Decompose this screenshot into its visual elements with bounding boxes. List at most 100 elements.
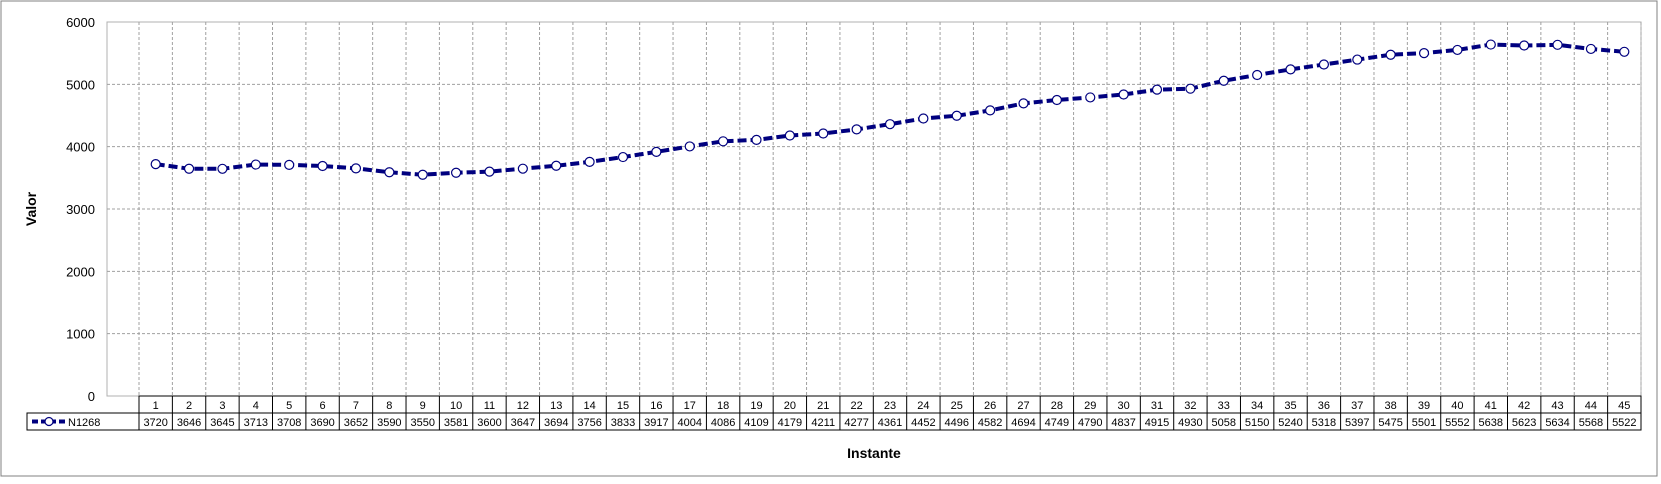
x-tick-label: 12 [517,400,529,412]
data-label: 3645 [210,417,234,429]
data-point [784,130,795,141]
x-tick-label: 37 [1351,400,1363,412]
data-point [884,119,896,130]
data-point [1051,94,1062,106]
data-label: 3694 [544,417,568,429]
data-point [951,110,962,121]
x-tick-label: 42 [1518,400,1530,412]
y-tick-label: 1000 [66,327,95,342]
data-label: 4452 [911,417,935,429]
data-point [484,166,495,177]
data-label: 5318 [1312,417,1336,429]
data-label: 4694 [1011,417,1035,429]
data-point [450,167,462,178]
x-tick-label: 15 [617,400,629,412]
data-point [1552,39,1563,50]
y-tick-label: 4000 [66,140,95,155]
x-tick-label: 41 [1485,400,1497,412]
x-tick-label: 11 [484,400,495,412]
data-label: 3652 [344,417,368,429]
data-label: 5522 [1612,417,1636,429]
data-label: 4930 [1178,417,1202,429]
data-label: 4582 [978,417,1002,429]
legend-label: N1268 [68,417,100,429]
data-point [317,160,328,172]
data-label: 3600 [477,417,501,429]
data-label: 3917 [644,417,668,429]
data-point [1218,75,1229,86]
data-point [417,169,428,180]
data-point [1118,89,1129,100]
x-tick-label: 1 [153,400,159,412]
data-point [851,124,862,135]
y-tick-label: 2000 [66,264,95,279]
data-label: 5623 [1512,417,1536,429]
data-point [284,159,295,170]
data-point [1285,64,1296,75]
x-tick-label: 25 [951,400,963,412]
y-tick-label: 3000 [66,202,95,217]
x-tick-label: 29 [1084,400,1096,412]
data-label: 3708 [277,417,301,429]
data-point [1452,44,1463,56]
x-axis-label: Instante [847,445,901,461]
x-tick-label: 33 [1218,400,1230,412]
data-point [1085,92,1096,103]
data-label: 3690 [310,417,334,429]
data-label: 4179 [778,417,802,429]
data-label: 5501 [1412,417,1436,429]
data-label: 5634 [1545,417,1569,429]
x-tick-label: 13 [550,400,562,412]
data-label: 4109 [744,417,768,429]
data-label: 4790 [1078,417,1102,429]
data-label: 4749 [1045,417,1069,429]
data-point [250,159,261,170]
y-tick-label: 0 [88,389,95,404]
x-tick-label: 30 [1118,400,1130,412]
x-tick-label: 40 [1451,400,1463,412]
x-tick-label: 21 [817,400,829,412]
data-label: 4086 [711,417,735,429]
x-tick-label: 19 [750,400,762,412]
data-point [551,160,562,171]
x-tick-label: 44 [1585,400,1597,412]
series-n1268 [150,39,1630,180]
data-label: 5150 [1245,417,1269,429]
data-label: 4915 [1145,417,1169,429]
data-point [684,141,695,152]
x-tick-label: 31 [1151,400,1163,412]
x-tick-label: 38 [1385,400,1397,412]
x-tick-label: 16 [650,400,662,412]
data-label: 3833 [611,417,635,429]
data-label: 4496 [945,417,969,429]
x-tick-label: 43 [1551,400,1563,412]
data-label: 5475 [1378,417,1402,429]
data-label: 3550 [410,417,434,429]
x-tick-label: 9 [420,400,426,412]
data-label: 5397 [1345,417,1369,429]
data-point [150,159,161,170]
x-tick-label: 14 [583,400,595,412]
data-label: 3720 [143,417,167,429]
data-point [384,167,395,178]
x-tick-label: 20 [784,400,796,412]
x-tick-label: 28 [1051,400,1063,412]
x-tick-label: 39 [1418,400,1430,412]
data-point [985,105,996,116]
x-tick-label: 24 [917,400,929,412]
data-point [584,156,595,167]
x-tick-label: 45 [1618,400,1630,412]
data-label: 5552 [1445,417,1469,429]
x-tick-label: 6 [320,400,326,412]
x-tick-label: 17 [684,400,696,412]
x-tick-label: 36 [1318,400,1330,412]
data-label: 4361 [878,417,902,429]
data-label: 5058 [1212,417,1236,429]
data-point [918,113,929,124]
data-point [1418,48,1430,59]
data-point [1185,83,1196,94]
y-tick-label: 6000 [66,15,95,30]
data-label: 3647 [511,417,535,429]
